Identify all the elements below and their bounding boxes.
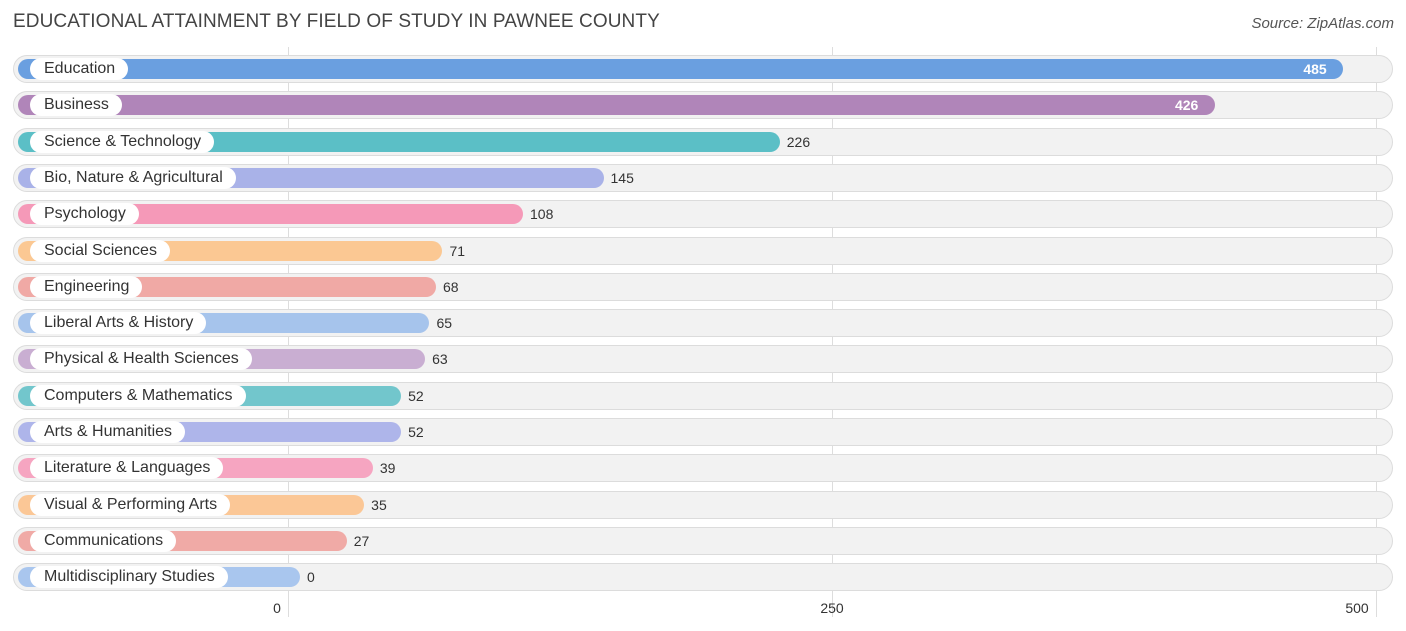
- value-label: 65: [436, 315, 453, 332]
- category-label: Multidisciplinary Studies: [30, 566, 228, 589]
- value-label: 485: [1303, 61, 1327, 77]
- category-label: Business: [30, 94, 122, 117]
- value-label: 63: [432, 351, 448, 368]
- category-label: Social Sciences: [30, 239, 170, 262]
- category-label: Psychology: [30, 203, 139, 226]
- value-label: 39: [379, 460, 396, 477]
- category-label: Education: [30, 58, 129, 80]
- value-label: 0: [307, 569, 315, 586]
- value-label: 108: [530, 206, 554, 223]
- value-label: 52: [408, 424, 424, 440]
- category-label: Physical & Health Sciences: [30, 348, 252, 371]
- category-label: Literature & Languages: [30, 457, 224, 480]
- chart-title: EDUCATIONAL ATTAINMENT BY FIELD OF STUDY…: [13, 11, 660, 32]
- bar: [18, 204, 523, 225]
- category-label: Liberal Arts & History: [30, 312, 207, 335]
- category-label: Computers & Mathematics: [30, 384, 246, 407]
- x-tick-label: 0: [273, 600, 281, 616]
- value-label: 226: [786, 133, 811, 150]
- category-label: Engineering: [30, 275, 143, 298]
- value-label: 52: [408, 387, 424, 404]
- category-label: Science & Technology: [30, 130, 215, 153]
- value-label: 68: [442, 278, 459, 295]
- value-label: 145: [610, 169, 634, 186]
- value-label: 27: [353, 532, 370, 549]
- value-label: 35: [371, 496, 387, 513]
- source-note: Source: ZipAtlas.com: [1251, 15, 1394, 32]
- x-tick-label: 250: [820, 600, 844, 616]
- category-label: Bio, Nature & Agricultural: [30, 166, 236, 189]
- value-label: 426: [1174, 97, 1199, 114]
- bar: [18, 95, 1215, 116]
- category-label: Communications: [30, 529, 177, 552]
- category-label: Arts & Humanities: [30, 421, 186, 443]
- category-label: Visual & Performing Arts: [30, 493, 231, 516]
- value-label: 71: [449, 242, 466, 259]
- x-tick-label: 500: [1345, 600, 1369, 616]
- bar: [18, 59, 1344, 79]
